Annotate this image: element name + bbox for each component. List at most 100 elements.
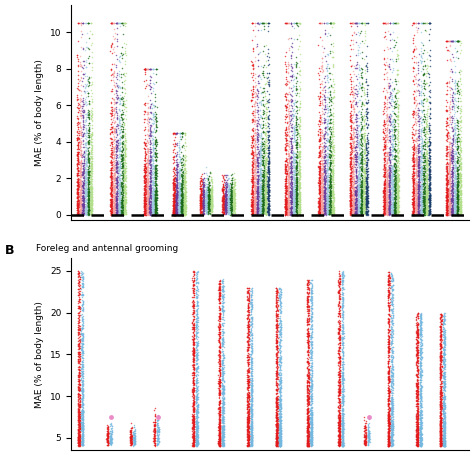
Point	[180, 185, 188, 193]
Point	[416, 315, 424, 322]
Point	[446, 73, 453, 81]
Point	[349, 124, 356, 132]
Point	[414, 420, 421, 428]
Point	[255, 131, 263, 138]
Point	[296, 164, 304, 171]
Point	[76, 164, 84, 172]
Point	[319, 178, 326, 185]
Point	[219, 197, 226, 204]
Point	[417, 438, 425, 446]
Point	[437, 359, 444, 367]
Point	[381, 173, 388, 180]
Point	[420, 192, 428, 200]
Point	[116, 146, 123, 154]
Point	[413, 435, 420, 442]
Point	[319, 162, 327, 170]
Point	[114, 190, 121, 197]
Point	[193, 301, 201, 309]
Point	[420, 189, 428, 197]
Point	[108, 183, 116, 191]
Point	[75, 356, 82, 363]
Point	[413, 143, 420, 151]
Point	[339, 284, 347, 292]
Point	[176, 195, 184, 203]
Point	[75, 353, 82, 360]
Point	[120, 202, 128, 210]
Point	[175, 202, 183, 210]
Point	[442, 207, 450, 214]
Point	[255, 172, 262, 179]
Point	[80, 431, 87, 439]
Point	[217, 366, 224, 374]
Point	[383, 178, 390, 186]
Point	[383, 112, 391, 119]
Point	[252, 204, 259, 211]
Point	[76, 402, 83, 410]
Point	[260, 206, 267, 214]
Point	[308, 373, 315, 381]
Point	[273, 441, 280, 449]
Point	[292, 176, 300, 184]
Point	[436, 324, 444, 331]
Point	[352, 19, 360, 27]
Point	[248, 126, 255, 134]
Point	[274, 408, 282, 415]
Point	[74, 393, 82, 401]
Point	[348, 166, 356, 173]
Point	[282, 211, 289, 219]
Point	[385, 439, 392, 447]
Point	[276, 433, 283, 440]
Point	[386, 378, 393, 385]
Point	[85, 187, 92, 194]
Point	[217, 363, 224, 370]
Point	[296, 115, 304, 123]
Point	[337, 440, 344, 448]
Point	[74, 109, 82, 116]
Point	[260, 197, 267, 204]
Point	[347, 116, 355, 124]
Point	[84, 167, 92, 174]
Point	[115, 195, 123, 203]
Point	[202, 183, 210, 191]
Point	[392, 178, 399, 186]
Point	[414, 365, 421, 373]
Point	[192, 434, 200, 441]
Point	[78, 362, 86, 369]
Point	[349, 97, 357, 105]
Point	[417, 378, 424, 386]
Point	[323, 143, 331, 151]
Point	[219, 432, 226, 439]
Point	[275, 320, 283, 328]
Point	[454, 193, 461, 201]
Point	[282, 167, 290, 175]
Point	[385, 310, 393, 318]
Point	[248, 437, 256, 445]
Point	[248, 190, 255, 197]
Point	[446, 114, 454, 122]
Point	[244, 338, 252, 346]
Point	[257, 207, 265, 215]
Point	[250, 189, 258, 197]
Point	[329, 173, 337, 180]
Point	[423, 186, 430, 193]
Point	[358, 182, 366, 190]
Point	[205, 207, 213, 214]
Point	[150, 201, 157, 209]
Point	[291, 153, 298, 160]
Point	[413, 372, 420, 379]
Point	[338, 333, 346, 340]
Point	[76, 355, 83, 362]
Point	[79, 108, 87, 116]
Point	[277, 362, 284, 369]
Point	[282, 19, 289, 27]
Point	[181, 191, 189, 198]
Point	[112, 126, 120, 133]
Point	[209, 208, 216, 216]
Point	[107, 166, 114, 173]
Point	[338, 426, 346, 434]
Point	[454, 210, 462, 218]
Point	[220, 205, 228, 212]
Point	[360, 203, 367, 210]
Point	[362, 433, 370, 440]
Point	[387, 174, 394, 182]
